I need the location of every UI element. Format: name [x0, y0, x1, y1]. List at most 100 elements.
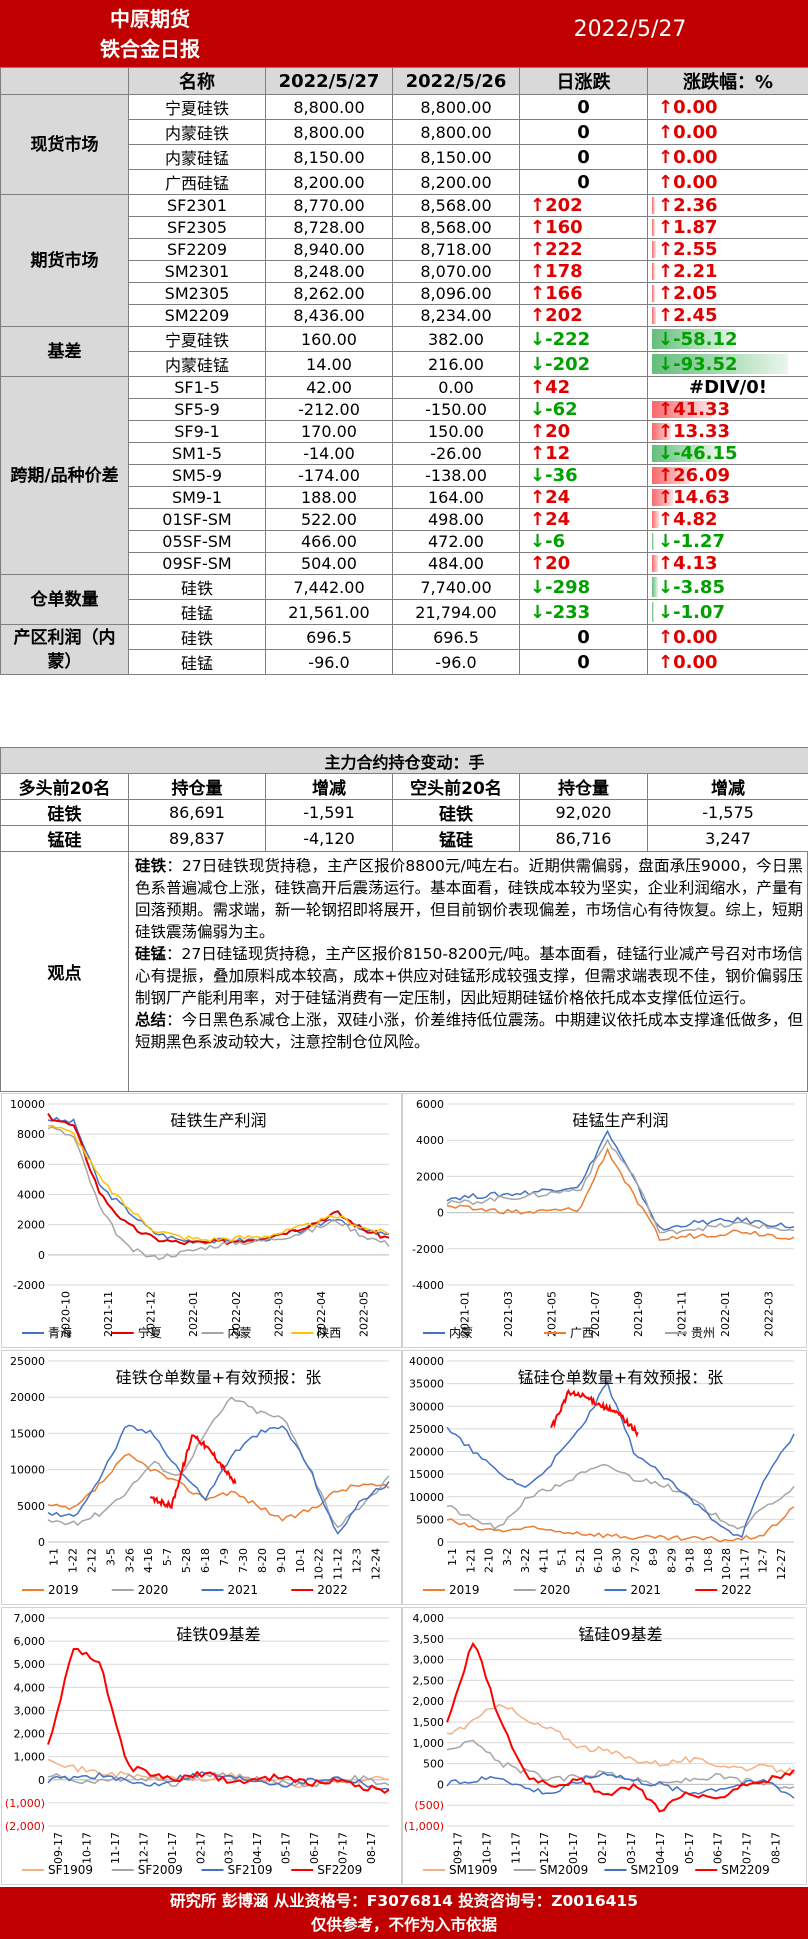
value-today-value: -174.00	[298, 466, 360, 485]
pct-change-value: 26.09	[673, 465, 731, 486]
value-today-value: 7,442.00	[293, 577, 365, 597]
x-tick-label: 8-20	[256, 1548, 269, 1573]
pct-databar	[652, 602, 654, 622]
view-head-summary: 总结	[135, 1011, 167, 1029]
pct-change-value: -93.52	[673, 353, 738, 375]
x-tick-label: 03-17	[625, 1832, 638, 1864]
value-today-value: -96.0	[308, 652, 350, 672]
item-name-value: SF2305	[166, 218, 228, 237]
pct-change: ↓-3.85	[647, 574, 808, 600]
item-name: SM9-1	[128, 486, 266, 509]
y-tick-label: 35000	[409, 1378, 444, 1391]
item-name-value: 宁夏硅铁	[164, 331, 229, 350]
pct-change: ↓-1.07	[647, 599, 808, 625]
item-name: 内蒙硅锰	[128, 351, 266, 377]
chart-title: 锰硅09基差	[578, 1625, 662, 1644]
value-prev: 0.00	[392, 376, 520, 399]
x-tick-label: 11-12	[332, 1548, 345, 1580]
value-today-value: 8,770.00	[293, 196, 365, 215]
day-change-value: 42	[545, 377, 571, 398]
header-blank	[0, 67, 129, 95]
value-prev-value: 8,200.00	[420, 172, 492, 192]
table-row: 产区利润（内蒙） 硅铁 696.5 696.5 0 ↑0.00	[0, 624, 808, 675]
chart-title: 硅锰生产利润	[572, 1111, 668, 1130]
pct-databar	[652, 577, 658, 597]
value-prev-value: 216.00	[428, 354, 484, 374]
pct-change: ↑0.00	[647, 94, 808, 120]
legend-label: SM2209	[721, 1863, 770, 1877]
pct-change-value: 4.82	[673, 509, 718, 530]
arrow-up-icon: ↑	[530, 509, 546, 530]
value-prev: -150.00	[392, 398, 520, 421]
x-tick-label: 4-11	[537, 1548, 550, 1573]
legend-label: 广西	[570, 1326, 594, 1340]
item-name: SF1-5	[128, 376, 266, 399]
arrow-down-icon: ↓	[658, 443, 674, 464]
value-prev: 8,150.00	[392, 144, 520, 170]
market-view: 观点 硅铁：27日硅铁现货持稳，主产区报价8800元/吨左右。近期供需偏弱，盘面…	[0, 851, 808, 1092]
x-tick-label: 02-17	[194, 1832, 207, 1864]
header-change: 日涨跌	[519, 67, 648, 95]
pct-change-value: -3.85	[673, 576, 725, 598]
x-tick-label: 07-17	[336, 1832, 349, 1864]
x-tick-label: 2021-07	[589, 1291, 602, 1337]
item-name-value: SM5-9	[171, 466, 223, 485]
value-prev-value: -150.00	[425, 400, 487, 419]
pct-databar	[652, 197, 656, 214]
arrow-up-icon: ↑	[530, 195, 546, 216]
value-today-value: 8,800.00	[293, 97, 365, 117]
chart-title: 硅铁生产利润	[170, 1111, 266, 1130]
day-change-value: 0	[577, 121, 590, 143]
item-name-value: SM2301	[164, 262, 230, 281]
y-tick-label: 1,500	[413, 1716, 445, 1729]
x-tick-label: 3-22	[519, 1548, 532, 1573]
item-name-value: 硅锰	[180, 654, 213, 673]
y-tick-label: 6,000	[14, 1635, 46, 1648]
x-tick-label: 1-21	[464, 1548, 477, 1573]
item-name: SM1-5	[128, 442, 266, 465]
x-tick-label: 5-21	[574, 1548, 587, 1573]
header-date-today: 2022/5/27	[265, 67, 393, 95]
x-tick-label: 10-17	[480, 1832, 493, 1864]
item-name: SF5-9	[128, 398, 266, 421]
day-change-value: 0	[577, 626, 590, 648]
series-line	[47, 1647, 390, 1795]
item-name: SF2301	[128, 194, 266, 217]
value-today: 8,770.00	[265, 194, 393, 217]
day-change: 0	[519, 119, 648, 145]
arrow-up-icon: ↑	[658, 261, 674, 282]
series-line	[149, 1434, 237, 1510]
pct-change: ↑2.36	[647, 194, 808, 217]
x-tick-label: 2022-03	[762, 1291, 775, 1337]
value-today-value: 170.00	[301, 422, 357, 441]
day-change: ↑20	[519, 552, 648, 575]
y-tick-label: 3,000	[14, 1704, 46, 1717]
y-tick-label: 5000	[416, 1513, 444, 1526]
series-line	[47, 1396, 390, 1529]
legend-label: SF1909	[48, 1863, 93, 1877]
pct-change-value: 13.33	[673, 421, 731, 442]
table-row: 09SF-SM 504.00 484.00 ↑20 ↑4.13	[1, 552, 808, 575]
day-change-value: -202	[545, 353, 591, 375]
arrow-up-icon: ↑	[658, 487, 674, 508]
x-tick-label: 2021-05	[545, 1291, 558, 1337]
item-name: 内蒙硅锰	[128, 144, 266, 170]
day-change: ↑20	[519, 420, 648, 443]
value-prev-value: 0.00	[438, 378, 474, 397]
value-prev: 8,070.00	[392, 260, 520, 283]
day-change-value: 0	[577, 171, 590, 193]
value-prev: 8,200.00	[392, 169, 520, 195]
value-prev: 164.00	[392, 486, 520, 509]
x-tick-label: 9-10	[275, 1548, 288, 1573]
value-prev: 8,234.00	[392, 304, 520, 327]
table-row: 硅锰 21,561.00 21,794.00 ↓-233 ↓-1.07	[1, 599, 808, 625]
short-name: 锰硅	[392, 825, 520, 852]
item-name: SM2209	[128, 304, 266, 327]
legend-label: 2020	[540, 1583, 571, 1597]
pct-change: ↑26.09	[647, 464, 808, 487]
y-tick-label: 2000	[416, 1170, 444, 1183]
series-line	[446, 1129, 795, 1231]
legend-label: 宁夏	[138, 1325, 162, 1340]
view-paragraph-sf: 硅铁：27日硅铁现货持稳，主产区报价8800元/吨左右。近期供需偏弱，盘面承压9…	[135, 855, 803, 943]
pct-databar	[652, 307, 656, 324]
